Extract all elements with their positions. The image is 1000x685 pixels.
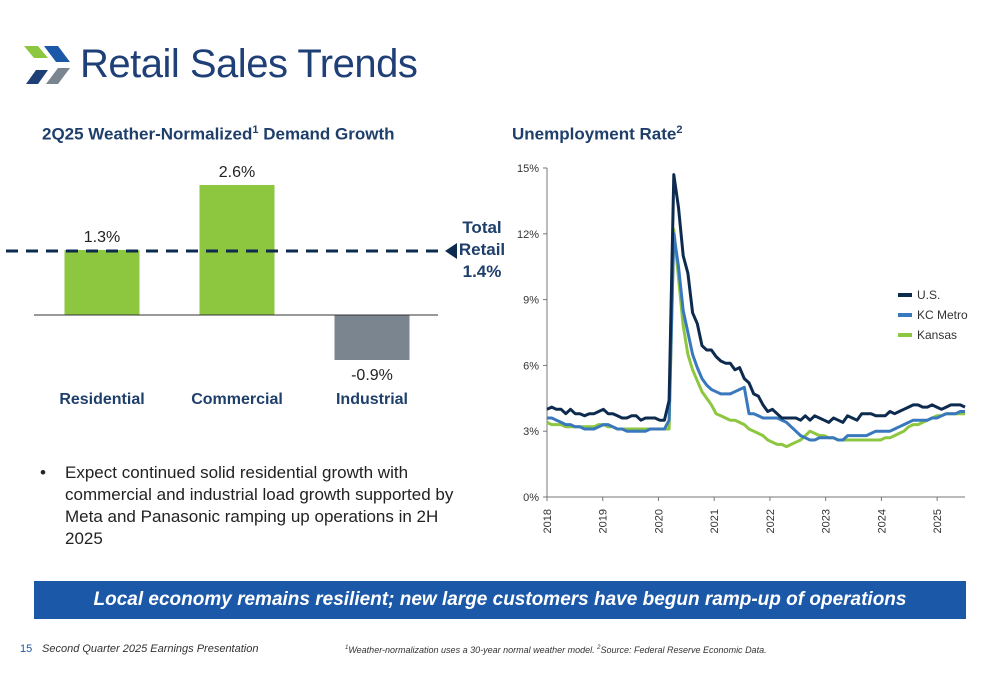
bar-chart-title-main: 2Q25 Weather-Normalized [42, 124, 253, 144]
page-title: Retail Sales Trends [80, 42, 418, 86]
presentation-name: Second Quarter 2025 Earnings Presentatio… [42, 643, 259, 655]
line-chart-title-main: Unemployment Rate [512, 124, 677, 144]
bar-chart-title: 2Q25 Weather-Normalized1 Demand Growth [42, 124, 395, 145]
total-retail-label-line1: Total [462, 218, 501, 237]
logo-chevron-gray [46, 68, 70, 84]
y-tick-label: 12% [517, 229, 539, 241]
footnote-marker-2: 2 [597, 645, 601, 651]
bar-industrial [334, 315, 410, 360]
total-retail-arrow-icon [445, 243, 457, 259]
legend-label: KC Metro [917, 308, 968, 322]
x-tick-label: 2022 [765, 509, 777, 533]
footnote: 1Weather-normalization uses a 30-year no… [345, 645, 767, 655]
x-tick-label: 2020 [653, 509, 665, 533]
bullet-text: Expect continued solid residential growt… [65, 463, 454, 548]
demand-growth-bar-chart: 1.3% Residential 2.6% Commercial -0.9% Indust… [6, 164, 505, 408]
bar-category-label: Residential [59, 391, 144, 408]
y-tick-label: 0% [523, 492, 539, 504]
logo-chevron-green [24, 46, 48, 58]
company-logo [24, 46, 70, 84]
legend-label: Kansas [917, 328, 957, 342]
bar-value-label: 1.3% [84, 229, 120, 246]
bar-chart-title-sup: 1 [252, 124, 259, 136]
line-chart-title: Unemployment Rate2 [512, 124, 683, 145]
bar-value-label: -0.9% [351, 367, 393, 384]
footnote-marker-1: 1 [345, 645, 349, 651]
y-tick-label: 9% [523, 295, 539, 307]
line-chart-title-sup: 2 [676, 124, 683, 136]
y-tick-label: 3% [523, 426, 539, 438]
series-line-kc-metro [547, 232, 965, 442]
x-tick-label: 2019 [598, 509, 610, 533]
x-tick-label: 2024 [876, 509, 888, 533]
series-line-u-s- [546, 173, 966, 424]
bullet-dot-icon: • [40, 463, 46, 482]
bar-value-label: 2.6% [219, 164, 255, 181]
bar-category-label: Commercial [191, 391, 283, 408]
x-tick-label: 2025 [932, 509, 944, 533]
legend-label: U.S. [917, 288, 940, 302]
page-number: 15 [20, 643, 33, 655]
bar-category-label: Industrial [336, 391, 408, 408]
total-retail-label-line2: Retail [459, 240, 505, 259]
x-tick-label: 2021 [709, 509, 721, 533]
total-retail-value-label: 1.4% [463, 262, 502, 281]
y-tick-label: 15% [517, 163, 539, 175]
footnote-2: Source: Federal Reserve Economic Data. [600, 645, 767, 655]
logo-chevron-blue [44, 46, 70, 62]
logo-chevron-navy [26, 70, 48, 84]
x-tick-label: 2018 [542, 509, 554, 533]
bar-residential [64, 250, 140, 315]
x-tick-label: 2023 [821, 509, 833, 533]
bar-chart-title-rest: Demand Growth [258, 124, 395, 144]
key-message-banner: Local economy remains resilient; new lar… [34, 581, 966, 619]
y-tick-label: 6% [523, 360, 539, 372]
unemployment-line-chart: 0% 3% 6% 9% 12% 15% 2018 2019 2020 2021 2022 2023 20… [517, 163, 968, 533]
footnote-1: Weather-normalization uses a 30-year nor… [348, 645, 595, 655]
